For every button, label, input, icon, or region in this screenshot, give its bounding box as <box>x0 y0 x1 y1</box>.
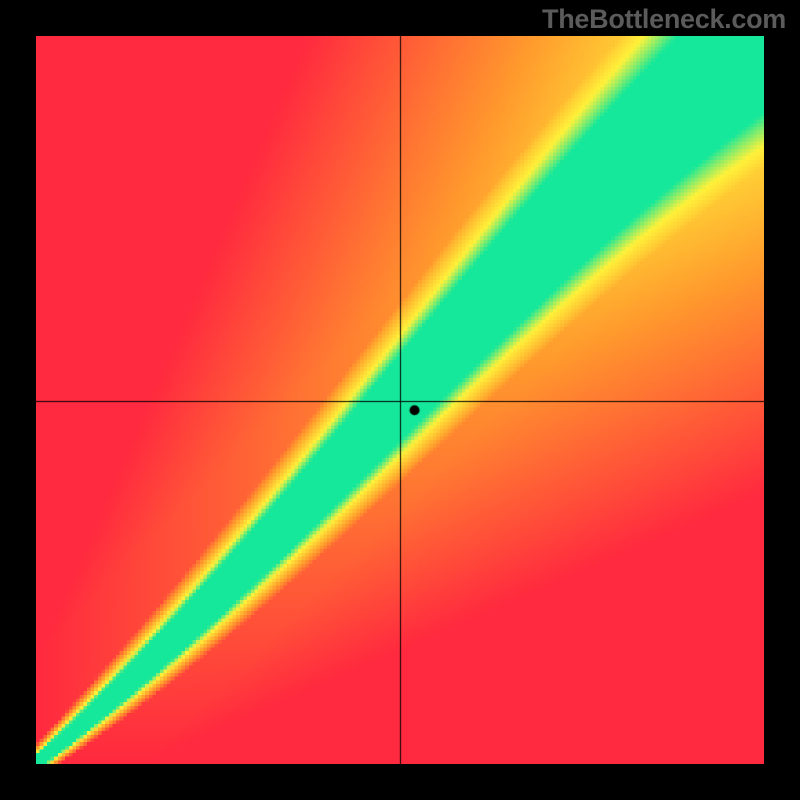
watermark-text: TheBottleneck.com <box>542 4 786 35</box>
stage: TheBottleneck.com <box>0 0 800 800</box>
crosshair-overlay <box>36 36 764 764</box>
